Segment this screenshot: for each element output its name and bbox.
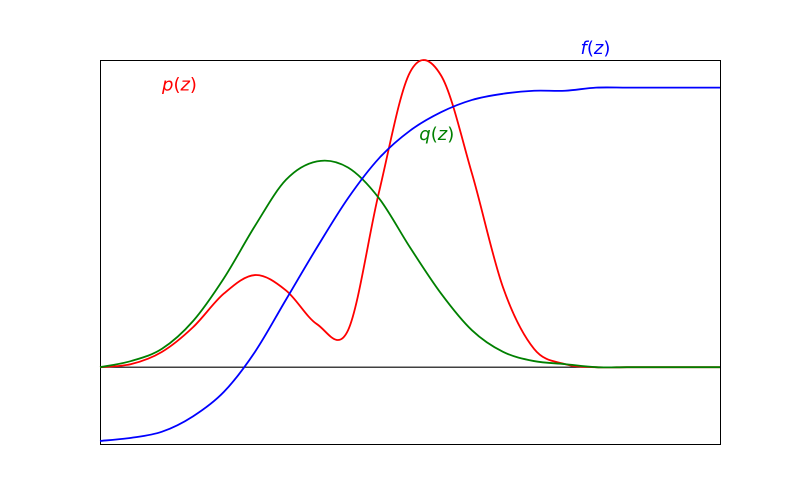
label-p: p(z) xyxy=(161,75,197,96)
label-f-close-paren: ) xyxy=(603,38,610,59)
series-f-line xyxy=(99,86,720,442)
label-q: q(z) xyxy=(419,124,454,145)
label-q-fn: q xyxy=(419,124,430,145)
label-q-var: z xyxy=(437,124,448,145)
label-f-var: z xyxy=(593,38,604,59)
label-f-fn: f xyxy=(581,38,590,59)
label-p-fn: p xyxy=(161,75,173,96)
series-q-line xyxy=(99,159,720,369)
label-f: f(z) xyxy=(581,38,611,59)
label-q-open-paren: ( xyxy=(431,124,438,145)
label-p-close-paren: ) xyxy=(190,75,197,96)
label-p-var: z xyxy=(179,75,190,96)
label-f-open-paren: ( xyxy=(587,38,594,59)
label-p-open-paren: ( xyxy=(173,75,180,96)
label-q-close-paren: ) xyxy=(447,124,454,145)
plot-frame xyxy=(100,60,721,445)
